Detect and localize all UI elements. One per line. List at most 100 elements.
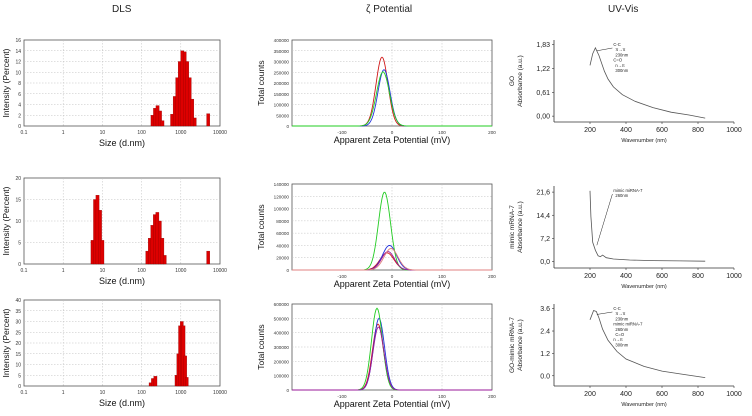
zeta-series-line: [292, 251, 492, 271]
x-tick-label: 200: [584, 127, 596, 134]
dls-bar: [185, 377, 189, 387]
dls-chart-3: 0 5 10 15 20 25 30 35 40 0.1 1 10 100 1000 10000 Size (…: [0, 296, 227, 408]
x-axis-label: Apparent Zeta Potential (mV): [334, 135, 451, 145]
sample-label: GO-mimic mRNA-7: [509, 317, 516, 373]
annotation-arrow: [596, 193, 613, 246]
x-tick-label: 200: [488, 394, 496, 399]
x-tick-label: 1000: [726, 127, 742, 134]
y-axis-label: Absorbance (a.u.): [517, 319, 524, 371]
uv-chart-1: 0,00 0,61 1,22 1,83 200 400 600 800 1000 Wavenumb…: [500, 32, 750, 150]
y-tick-label: 400000: [274, 331, 290, 336]
y-tick-label: 15: [15, 352, 21, 358]
y-axis-label: Intensity (Percent): [1, 48, 11, 117]
x-axis-label: Wavenumber (nm): [621, 284, 667, 290]
y-tick-label: 16: [15, 38, 21, 44]
y-axis-label: Intensity (Percent): [1, 308, 11, 377]
y-tick-label: 4: [18, 103, 21, 109]
x-tick-label: 1000: [726, 391, 742, 398]
y-tick-label: 3.6: [540, 306, 550, 313]
y-tick-label: 8: [18, 81, 21, 87]
zeta-chart-2: 0 20000 40000 60000 80000 100000 120000 140000 -…: [252, 180, 498, 292]
y-tick-label: 30: [15, 320, 21, 326]
uv-spectrum-line: [589, 309, 706, 378]
x-tick-label: 100: [438, 274, 446, 279]
x-tick-label: 100: [137, 130, 146, 136]
dls-bar: [163, 255, 167, 265]
column-title-zeta: ζ Potential: [366, 4, 413, 15]
uv-3-svg: 0.0 1.2 2.4 3.6 200 400 600 800 1000 Wavenumber (…: [509, 304, 742, 408]
x-tick-label: 10: [100, 268, 106, 274]
dls-bar: [160, 238, 165, 265]
zeta-series-line: [292, 191, 492, 271]
zeta-chart-1: 0 50000 100000 150000 200000 250000 300000 3500…: [252, 36, 498, 148]
y-axis-label: Absorbance (a.u.): [517, 201, 524, 253]
y-tick-label: 2: [18, 113, 21, 119]
zeta-series-line: [292, 248, 492, 271]
y-tick-label: 10: [15, 70, 21, 76]
y-tick-label: 0,0: [540, 259, 550, 266]
x-axis-label: Wavenumber (nm): [621, 402, 667, 408]
x-tick-label: 600: [656, 273, 668, 280]
y-tick-label: 150000: [274, 92, 290, 97]
dls-bar: [160, 120, 165, 127]
x-tick-label: 0.1: [21, 268, 28, 274]
y-tick-label: 400000: [274, 38, 290, 43]
peak-annotation: π→π: [615, 47, 625, 52]
peak-annotation: 300nm: [615, 342, 628, 347]
x-tick-label: 1000: [175, 268, 186, 274]
x-tick-label: -100: [337, 274, 347, 279]
peak-annotation: C-C: [613, 42, 620, 47]
x-tick-label: 1: [62, 268, 65, 274]
y-tick-label: 40: [15, 298, 21, 304]
x-tick-label: 400: [620, 127, 632, 134]
peak-annotation: π→π: [615, 311, 625, 316]
y-tick-label: 10: [15, 219, 21, 225]
y-tick-label: 20000: [276, 256, 289, 261]
dls-bar: [193, 117, 197, 127]
y-tick-label: 6: [18, 92, 21, 98]
y-tick-label: 25: [15, 330, 21, 336]
x-tick-label: 0.1: [21, 130, 28, 136]
dls-bar: [100, 240, 105, 265]
x-tick-label: 400: [620, 273, 632, 280]
x-tick-label: 10000: [213, 268, 227, 274]
sample-label: GO: [509, 76, 516, 86]
column-title-uvvis: UV-Vis: [608, 4, 639, 15]
y-tick-label: 120000: [274, 194, 290, 199]
x-tick-label: 1000: [175, 390, 186, 396]
x-tick-label: 100: [438, 394, 446, 399]
x-axis-label: Wavenumber (nm): [621, 138, 667, 144]
y-tick-label: 50000: [276, 113, 289, 118]
peak-annotation: 300nm: [615, 68, 628, 73]
y-tick-label: 40000: [276, 243, 289, 248]
y-axis-label: Intensity (Percent): [1, 186, 11, 255]
x-tick-label: 0.1: [21, 390, 28, 396]
annotation-arrow: [596, 47, 613, 52]
y-tick-label: 0,00: [536, 114, 550, 121]
y-tick-label: 500000: [274, 316, 290, 321]
dls-chart-1: 0 2 4 6 8 10 12 14 16 0.1 1 10 100 1000 10000 Size (d.n…: [0, 36, 227, 148]
x-tick-label: 200: [488, 274, 496, 279]
y-axis-label: Absorbance (a.u.): [517, 55, 524, 107]
x-tick-label: 600: [656, 127, 668, 134]
y-tick-label: 200000: [274, 359, 290, 364]
x-tick-label: 800: [692, 127, 704, 134]
dls-bar: [206, 250, 210, 265]
x-tick-label: 0: [391, 130, 394, 135]
y-tick-label: 140000: [274, 182, 290, 187]
x-tick-label: 200: [584, 391, 596, 398]
x-tick-label: 200: [584, 273, 596, 280]
y-tick-label: 300000: [274, 345, 290, 350]
y-tick-label: 12: [15, 60, 21, 66]
annotation-arrow: [596, 311, 613, 315]
peak-annotation: C=O: [613, 58, 622, 63]
x-tick-label: 100: [137, 268, 146, 274]
x-tick-label: 400: [620, 391, 632, 398]
x-tick-label: 0: [391, 394, 394, 399]
zeta-1-svg: 0 50000 100000 150000 200000 250000 300000 3500…: [256, 38, 496, 145]
dls-bar: [190, 98, 195, 127]
x-tick-label: 1: [62, 390, 65, 396]
dls-1-svg: 0 2 4 6 8 10 12 14 16 0.1 1 10 100 1000 10000 Size (d.n…: [1, 38, 227, 148]
peak-annotation: n→π: [615, 63, 625, 68]
x-tick-label: 100: [438, 130, 446, 135]
